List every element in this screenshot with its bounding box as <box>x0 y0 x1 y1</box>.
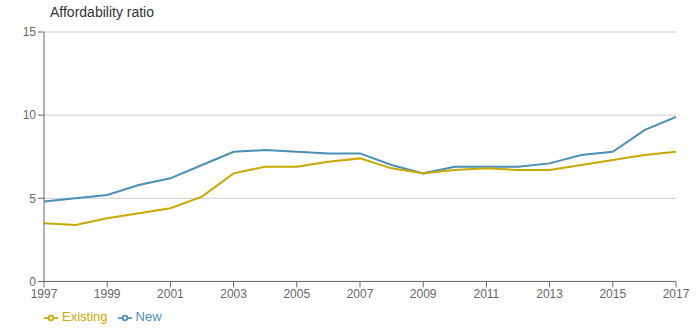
svg-text:2003: 2003 <box>220 287 247 301</box>
svg-text:2005: 2005 <box>283 287 310 301</box>
svg-text:2015: 2015 <box>599 287 626 301</box>
svg-text:10: 10 <box>23 108 37 122</box>
svg-text:2013: 2013 <box>536 287 563 301</box>
svg-text:2001: 2001 <box>157 287 184 301</box>
html-text:Affordability ratio: Affordability ratio <box>50 4 154 20</box>
svg-text:2011: 2011 <box>473 287 499 301</box>
svg-text:2009: 2009 <box>410 287 437 301</box>
svg-text:1999: 1999 <box>94 287 121 301</box>
svg-text:1997: 1997 <box>31 287 58 301</box>
svg-text:0: 0 <box>29 275 36 289</box>
svg-text:15: 15 <box>23 25 37 39</box>
svg-text:5: 5 <box>29 192 36 206</box>
html-text:New: New <box>135 309 162 325</box>
svg-text:2007: 2007 <box>347 287 374 301</box>
svg-text:2017: 2017 <box>663 287 690 301</box>
html-text:Existing: Existing <box>62 309 108 325</box>
